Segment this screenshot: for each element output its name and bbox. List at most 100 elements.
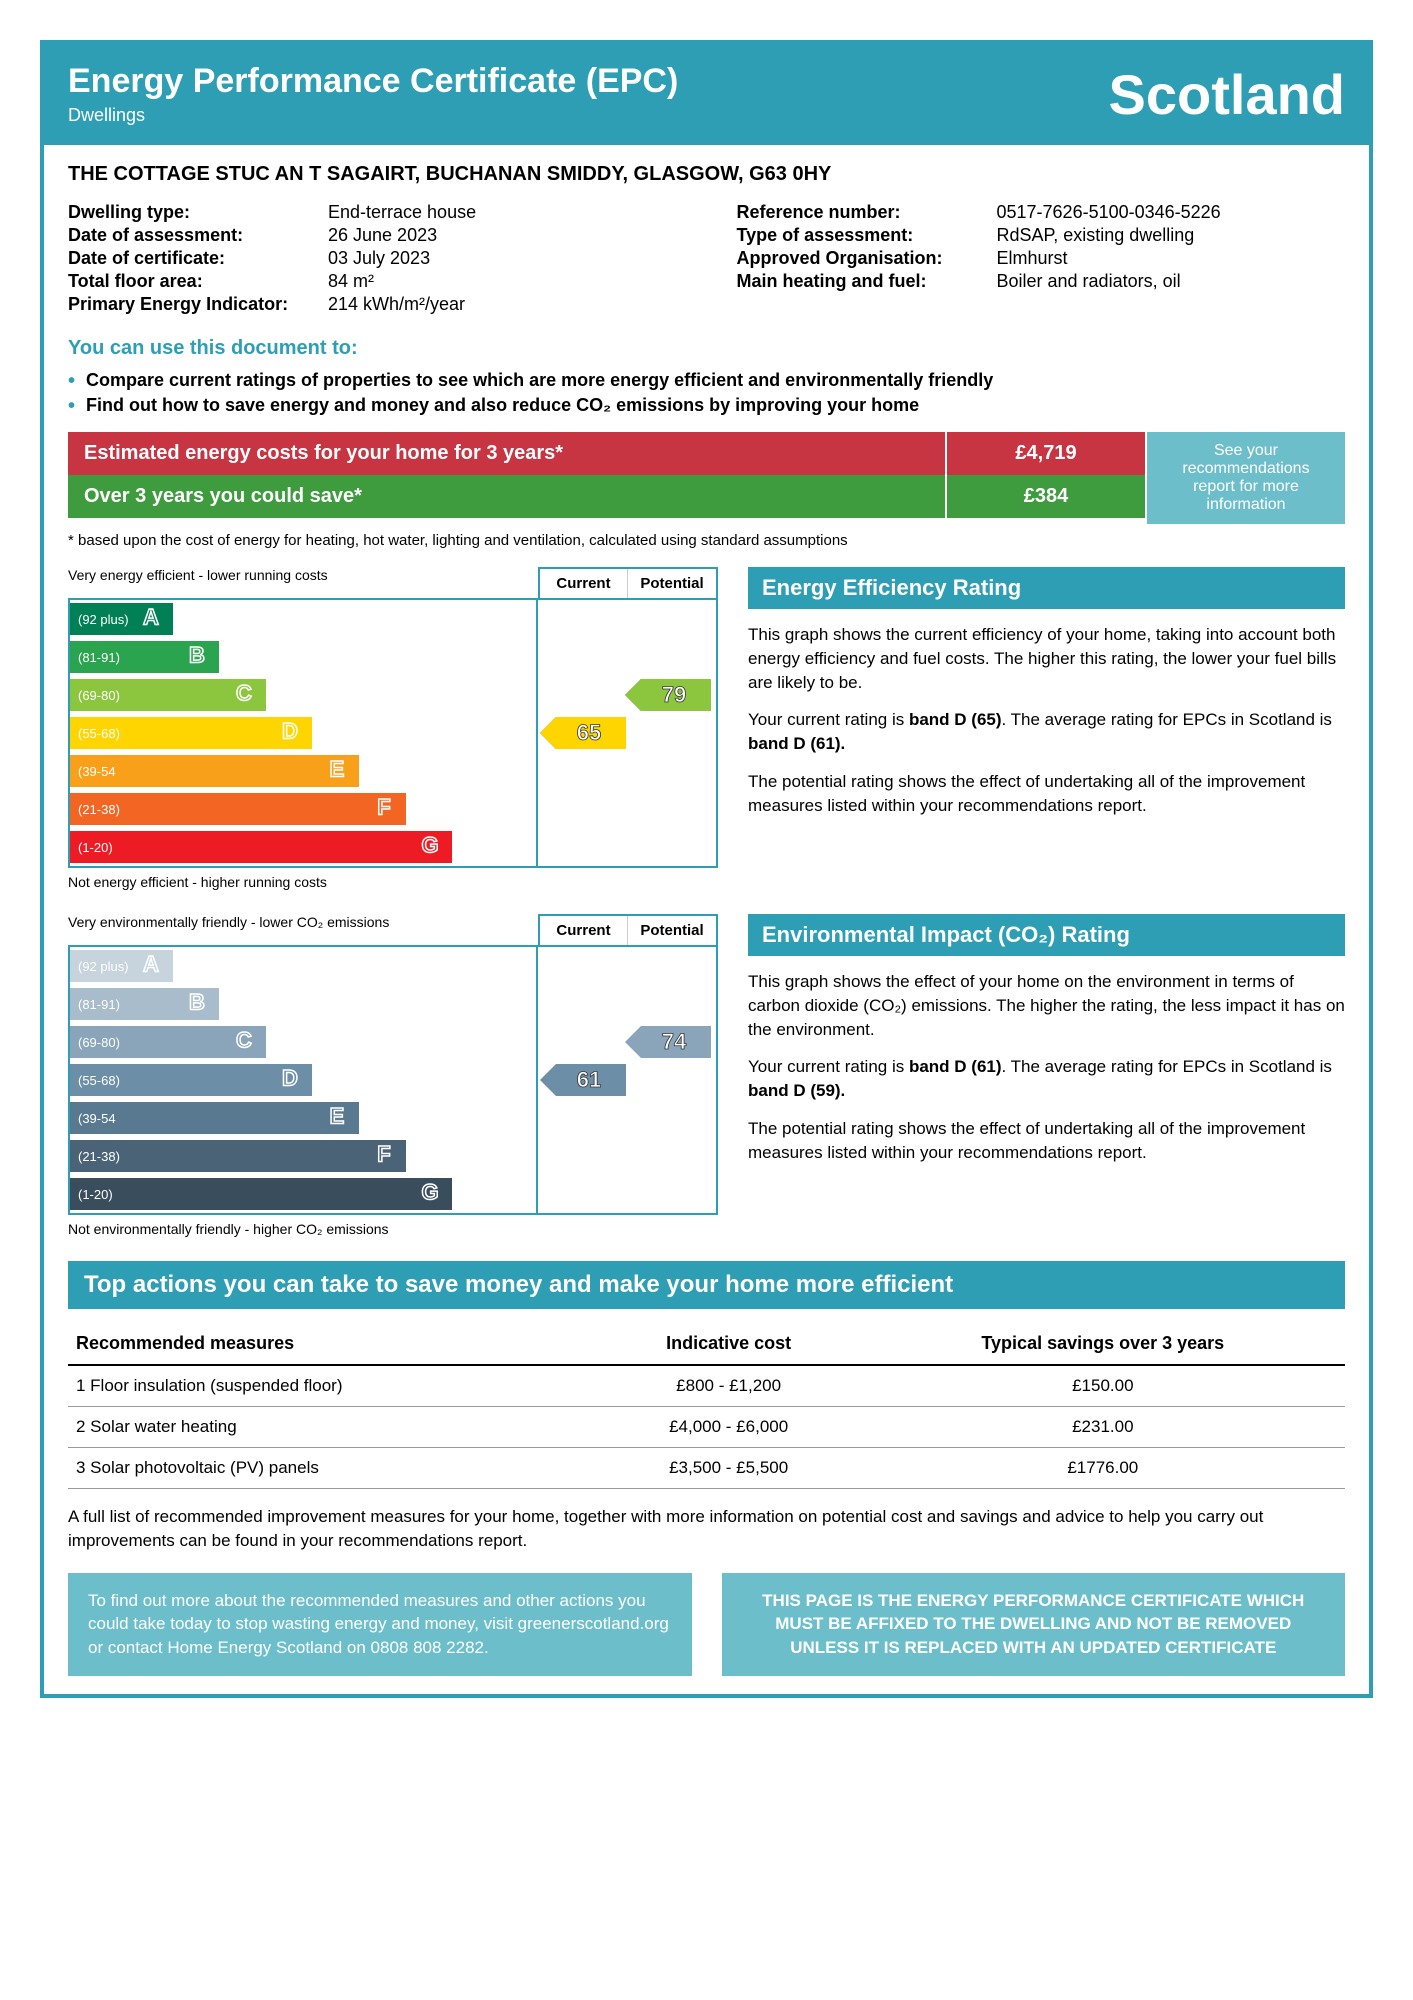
eff-top-caption: Very energy efficient - lower running co… — [68, 567, 538, 592]
eff-p1: This graph shows the current efficiency … — [748, 623, 1345, 694]
cost-side-note: See your recommendations report for more… — [1145, 432, 1345, 524]
table-cell: £231.00 — [861, 1407, 1345, 1448]
band-letter-C: C — [230, 680, 258, 711]
header-left: Energy Performance Certificate (EPC) Dwe… — [68, 62, 678, 126]
chart-col-headers-2: Current Potential — [538, 914, 718, 945]
band-letter-A: A — [137, 951, 165, 982]
band-bar: (55-68)D — [70, 1064, 312, 1096]
detail-label: Main heating and fuel: — [737, 271, 997, 292]
rating-marker: 65 — [556, 717, 626, 749]
efficiency-chart: Very energy efficient - lower running co… — [68, 567, 718, 890]
band-bar: (39-54E — [70, 1102, 359, 1134]
actions-note: A full list of recommended improvement m… — [68, 1505, 1345, 1553]
table-cell: 3 Solar photovoltaic (PV) panels — [68, 1448, 597, 1489]
band-range: (55-68) — [78, 726, 120, 741]
band-range: (69-80) — [78, 1035, 120, 1050]
table-cell: £1776.00 — [861, 1448, 1345, 1489]
band-bar: (1-20) G — [70, 831, 452, 863]
imp-top-caption: Very environmentally friendly - lower CO… — [68, 914, 538, 939]
actions-col2: Indicative cost — [597, 1323, 861, 1365]
band-row-D: (55-68)D — [70, 714, 536, 752]
cost-estimated-label: Estimated energy costs for your home for… — [68, 432, 945, 475]
eff-text-block: This graph shows the current efficiency … — [748, 623, 1345, 818]
band-row-G: (1-20)G — [70, 1175, 536, 1213]
cost-box: Estimated energy costs for your home for… — [68, 432, 1345, 524]
arrow-icon — [540, 1064, 556, 1096]
detail-value: 03 July 2023 — [328, 248, 430, 269]
imp-p3: The potential rating shows the effect of… — [748, 1117, 1345, 1165]
details-right: Reference number:0517-7626-5100-0346-522… — [737, 202, 1346, 317]
band-range: (21-38) — [78, 802, 120, 817]
svg-text:74: 74 — [662, 1029, 687, 1054]
cost-footnote: * based upon the cost of energy for heat… — [68, 532, 1345, 549]
bottom-right: THIS PAGE IS THE ENERGY PERFORMANCE CERT… — [722, 1573, 1346, 1676]
svg-text:E: E — [330, 757, 345, 782]
band-bar: (81-91)B — [70, 641, 219, 673]
table-row: 1 Floor insulation (suspended floor)£800… — [68, 1365, 1345, 1407]
band-bar: (81-91)B — [70, 988, 219, 1020]
eff-bot-caption: Not energy efficient - higher running co… — [68, 874, 718, 890]
property-address: THE COTTAGE STUC AN T SAGAIRT, BUCHANAN … — [68, 163, 1345, 186]
page-subtitle: Dwellings — [68, 105, 678, 126]
band-range: (92 plus) — [78, 959, 129, 974]
detail-line: Main heating and fuel:Boiler and radiato… — [737, 271, 1346, 292]
band-row-E: (39-54E — [70, 752, 536, 790]
header: Energy Performance Certificate (EPC) Dwe… — [44, 44, 1369, 145]
band-letter-G: G — [416, 832, 444, 863]
chart-col-headers: Current Potential — [538, 567, 718, 598]
rating-marker: 74 — [641, 1026, 711, 1058]
efficiency-section: Very energy efficient - lower running co… — [68, 567, 1345, 890]
detail-line: Total floor area:84 m² — [68, 271, 677, 292]
cost-estimated-row: Estimated energy costs for your home for… — [68, 432, 1145, 475]
col-potential: Potential — [628, 569, 716, 598]
cost-bars: Estimated energy costs for your home for… — [68, 432, 1145, 524]
band-row-C: (69-80) C — [70, 676, 536, 714]
imp-bars: (92 plus) A (81-91)B (69-80) C (55-68)D (39-54… — [70, 947, 536, 1213]
detail-label: Type of assessment: — [737, 225, 997, 246]
band-bar: (69-80) C — [70, 1026, 266, 1058]
band-bar: (92 plus)A — [70, 603, 173, 635]
detail-label: Total floor area: — [68, 271, 328, 292]
use-item: Find out how to save energy and money an… — [68, 395, 1345, 416]
detail-label: Dwelling type: — [68, 202, 328, 223]
eff-chart-wrap: (92 plus)A (81-91)B (69-80) C (55-68)D(39-54… — [68, 598, 718, 868]
band-row-A: (92 plus) A — [70, 947, 536, 985]
band-range: (1-20) — [78, 840, 113, 855]
band-range: (69-80) — [78, 688, 120, 703]
actions-col3: Typical savings over 3 years — [861, 1323, 1345, 1365]
detail-value: 26 June 2023 — [328, 225, 437, 246]
arrow-icon — [625, 679, 641, 711]
detail-value: 214 kWh/m²/year — [328, 294, 465, 315]
cost-save-value: £384 — [945, 475, 1145, 518]
col-current-2: Current — [540, 916, 628, 945]
band-range: (81-91) — [78, 997, 120, 1012]
eff-p3: The potential rating shows the effect of… — [748, 770, 1345, 818]
detail-line: Type of assessment:RdSAP, existing dwell… — [737, 225, 1346, 246]
table-row: 2 Solar water heating£4,000 - £6,000£231… — [68, 1407, 1345, 1448]
band-row-F: (21-38) F — [70, 790, 536, 828]
svg-text:F: F — [377, 795, 390, 820]
detail-value: End-terrace house — [328, 202, 476, 223]
svg-text:79: 79 — [662, 682, 686, 707]
svg-text:C: C — [236, 681, 252, 706]
band-bar: (92 plus) A — [70, 950, 173, 982]
imp-heading: Environmental Impact (CO₂) Rating — [748, 914, 1345, 956]
use-list: Compare current ratings of properties to… — [68, 370, 1345, 416]
band-row-D: (55-68)D — [70, 1061, 536, 1099]
detail-label: Date of certificate: — [68, 248, 328, 269]
bottom-left: To find out more about the recommended m… — [68, 1573, 692, 1676]
table-row: 3 Solar photovoltaic (PV) panels£3,500 -… — [68, 1448, 1345, 1489]
detail-label: Approved Organisation: — [737, 248, 997, 269]
actions-table: Recommended measures Indicative cost Typ… — [68, 1323, 1345, 1489]
cost-estimated-value: £4,719 — [945, 432, 1145, 475]
use-item: Compare current ratings of properties to… — [68, 370, 1345, 391]
impact-section: Very environmentally friendly - lower CO… — [68, 914, 1345, 1237]
detail-label: Primary Energy Indicator: — [68, 294, 328, 315]
actions-col1: Recommended measures — [68, 1323, 597, 1365]
band-letter-F: F — [370, 794, 398, 825]
band-row-A: (92 plus)A — [70, 600, 536, 638]
band-row-G: (1-20) G — [70, 828, 536, 866]
detail-line: Approved Organisation:Elmhurst — [737, 248, 1346, 269]
band-letter-D: D — [276, 1065, 304, 1096]
svg-text:C: C — [236, 1028, 252, 1053]
